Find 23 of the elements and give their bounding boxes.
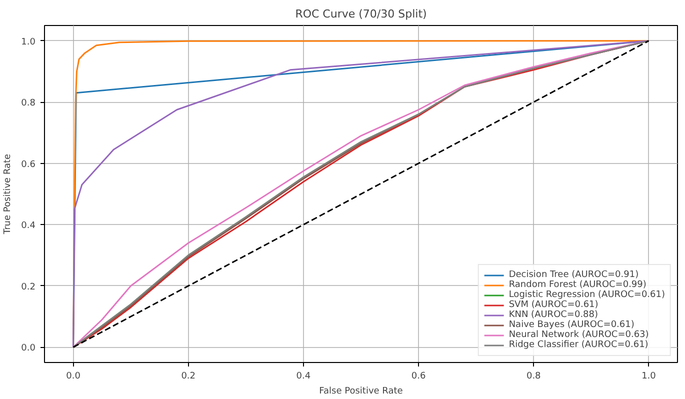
legend-label: Random Forest (AUROC=0.99) [508, 280, 646, 290]
legend-label: Ridge Classifier (AUROC=0.61) [508, 340, 648, 350]
chart-title: ROC Curve (70/30 Split) [295, 8, 427, 20]
x-axis-title: False Positive Rate [319, 386, 404, 396]
y-tick-label: 0.2 [21, 282, 36, 292]
legend-label: Logistic Regression (AUROC=0.61) [508, 290, 665, 300]
x-tick-label: 0.0 [66, 372, 81, 382]
x-tick-label: 0.2 [181, 372, 196, 382]
x-tick-label: 0.4 [296, 372, 311, 382]
x-tick-label: 0.6 [411, 372, 426, 382]
y-tick-label: 0.6 [21, 160, 36, 170]
legend-label: Neural Network (AUROC=0.63) [508, 330, 649, 340]
y-axis-title: True Positive Rate [3, 153, 14, 236]
legend-label: Decision Tree (AUROC=0.91) [508, 270, 639, 280]
y-tick-label: 0.4 [21, 221, 36, 232]
y-tick-label: 1.0 [21, 37, 36, 48]
legend-label: SVM (AUROC=0.61) [508, 300, 598, 310]
y-tick-label: 0.0 [21, 344, 36, 354]
legend-label: Naive Bayes (AUROC=0.61) [508, 320, 634, 330]
y-tick-label: 0.8 [21, 98, 36, 109]
legend-label: KNN (AUROC=0.88) [508, 310, 598, 320]
x-tick-label: 1.0 [642, 372, 656, 382]
x-tick-label: 0.8 [526, 372, 542, 382]
